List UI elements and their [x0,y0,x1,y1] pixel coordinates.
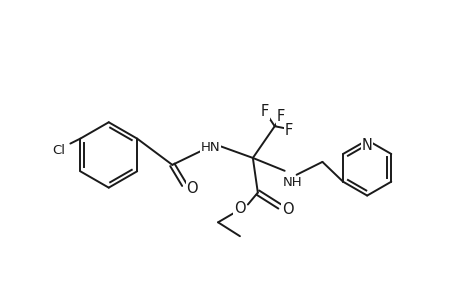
Text: F: F [260,104,269,119]
Text: O: O [234,201,245,216]
Text: HN: HN [200,140,219,154]
Text: O: O [281,202,293,217]
Text: O: O [186,181,198,196]
Text: N: N [361,137,372,152]
Text: Cl: Cl [52,144,65,157]
Text: NH: NH [282,176,302,189]
Text: F: F [276,109,284,124]
Text: F: F [284,123,292,138]
